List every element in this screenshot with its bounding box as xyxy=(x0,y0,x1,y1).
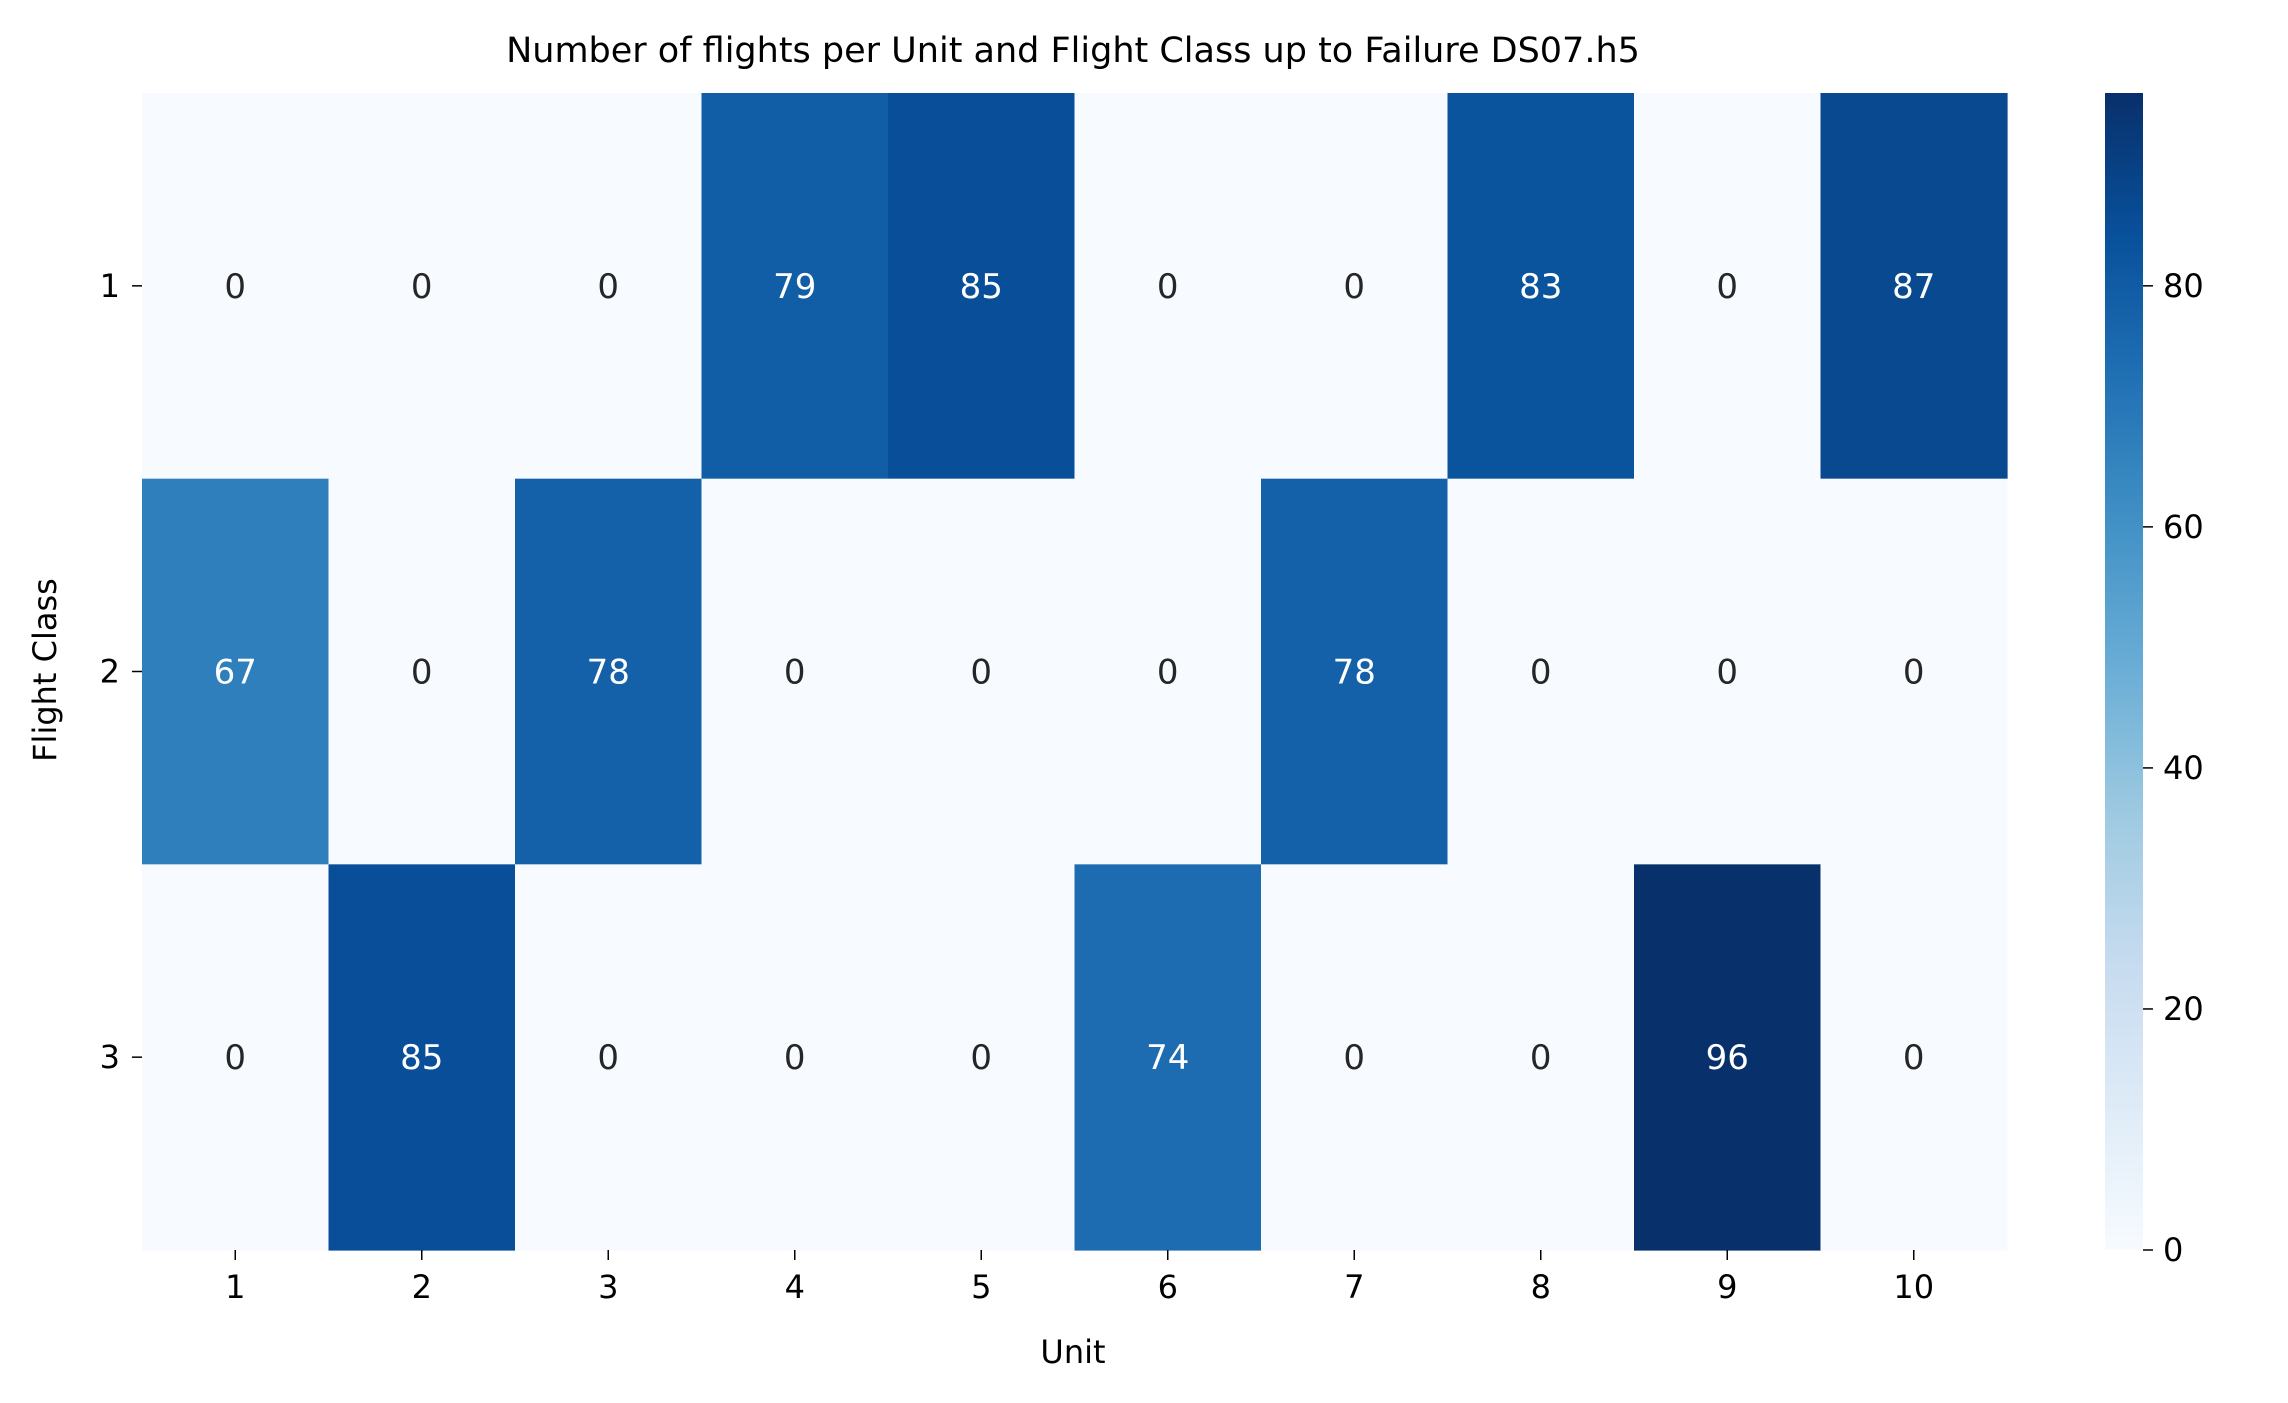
heatmap-cell xyxy=(1634,93,1822,480)
heatmap-cell xyxy=(701,478,889,865)
cell-annotation: 78 xyxy=(587,653,630,693)
cell-annotation: 67 xyxy=(214,653,257,693)
cell-annotation: 85 xyxy=(400,1038,443,1078)
cell-annotation: 79 xyxy=(773,267,816,307)
y-axis-ticks: 1 2 3 xyxy=(100,267,142,1076)
heatmap-cell xyxy=(328,478,516,865)
heatmap-cell xyxy=(1261,478,1449,865)
cell-annotation: 0 xyxy=(1530,653,1552,693)
cell-annotation: 0 xyxy=(1716,653,1738,693)
y-axis-label: Flight Class xyxy=(26,578,64,762)
x-tick-label: 7 xyxy=(1344,1268,1364,1306)
x-tick-label: 10 xyxy=(1893,1268,1934,1306)
cell-annotation: 0 xyxy=(411,267,433,307)
colorbar-tick-label: 20 xyxy=(2163,990,2204,1028)
cell-annotation: 0 xyxy=(1530,1038,1552,1078)
heatmap-cell xyxy=(1074,478,1262,865)
x-tick-label: 5 xyxy=(971,1268,991,1306)
cell-annotation: 0 xyxy=(224,267,246,307)
x-tick-label: 1 xyxy=(225,1268,245,1306)
heatmap-cell xyxy=(1820,93,2008,480)
heatmap-cell xyxy=(1820,478,2008,865)
colorbar-tick-label: 60 xyxy=(2163,508,2204,546)
heatmap-cell xyxy=(515,864,703,1251)
heatmap-cell xyxy=(888,93,1076,480)
heatmap-cell xyxy=(1261,93,1449,480)
cell-annotation: 0 xyxy=(970,1038,992,1078)
cell-annotation: 87 xyxy=(1892,267,1935,307)
cell-annotation: 0 xyxy=(597,1038,619,1078)
cell-annotation: 0 xyxy=(1903,653,1925,693)
cell-annotation: 0 xyxy=(1343,267,1365,307)
cell-annotation: 78 xyxy=(1333,653,1376,693)
x-tick-label: 2 xyxy=(412,1268,432,1306)
heatmap-cell xyxy=(1447,864,1635,1251)
cell-annotation: 0 xyxy=(970,653,992,693)
cell-annotation: 0 xyxy=(1157,267,1179,307)
heatmap-cell xyxy=(888,478,1076,865)
heatmap-cell xyxy=(328,864,516,1251)
cell-annotation: 83 xyxy=(1519,267,1562,307)
heatmap-cell xyxy=(142,864,330,1251)
heatmap-cell xyxy=(701,864,889,1251)
heatmap-cells xyxy=(142,93,2008,1251)
cell-annotation: 0 xyxy=(784,653,806,693)
cell-annotation: 74 xyxy=(1146,1038,1189,1078)
heatmap-cell xyxy=(142,478,330,865)
heatmap-cell xyxy=(701,93,889,480)
x-axis-ticks: 1 2 3 4 5 6 7 8 9 10 xyxy=(225,1250,1934,1306)
cell-annotation: 85 xyxy=(960,267,1003,307)
chart-title: Number of flights per Unit and Flight Cl… xyxy=(506,31,1640,71)
x-tick-label: 6 xyxy=(1158,1268,1178,1306)
heatmap-cell xyxy=(1447,478,1635,865)
cell-annotations: 0 0 0 79 85 0 0 83 0 87 67 0 78 0 0 0 78 0 0 0 0 85 0 0 0 74 0 0 96 0 xyxy=(214,267,1936,1078)
heatmap-cell xyxy=(1634,864,1822,1251)
colorbar-ticks: 0 20 40 60 80 xyxy=(2143,267,2204,1269)
heatmap-cell xyxy=(515,93,703,480)
cell-annotation: 0 xyxy=(1343,1038,1365,1078)
colorbar-tick-label: 40 xyxy=(2163,749,2204,787)
heatmap-cell xyxy=(888,864,1076,1251)
heatmap-cell xyxy=(1447,93,1635,480)
colorbar-tick-label: 80 xyxy=(2163,267,2204,305)
heatmap-cell xyxy=(515,478,703,865)
colorbar-tick-label: 0 xyxy=(2163,1231,2183,1269)
x-tick-label: 8 xyxy=(1531,1268,1551,1306)
heatmap-cell xyxy=(1820,864,2008,1251)
cell-annotation: 0 xyxy=(784,1038,806,1078)
heatmap-cell xyxy=(328,93,516,480)
cell-annotation: 0 xyxy=(224,1038,246,1078)
y-tick-label: 2 xyxy=(100,653,120,691)
heatmap-cell xyxy=(1634,478,1822,865)
x-tick-label: 9 xyxy=(1717,1268,1737,1306)
x-tick-label: 3 xyxy=(598,1268,618,1306)
y-tick-label: 3 xyxy=(100,1038,120,1076)
heatmap-cell xyxy=(142,93,330,480)
x-tick-label: 4 xyxy=(785,1268,805,1306)
x-axis-label: Unit xyxy=(1040,1333,1105,1371)
heatmap-cell xyxy=(1074,93,1262,480)
cell-annotation: 0 xyxy=(1157,653,1179,693)
colorbar xyxy=(2105,93,2143,1250)
cell-annotation: 0 xyxy=(1716,267,1738,307)
heatmap-cell xyxy=(1261,864,1449,1251)
y-tick-label: 1 xyxy=(100,267,120,305)
cell-annotation: 0 xyxy=(411,653,433,693)
cell-annotation: 96 xyxy=(1706,1038,1749,1078)
heatmap-cell xyxy=(1074,864,1262,1251)
cell-annotation: 0 xyxy=(597,267,619,307)
cell-annotation: 0 xyxy=(1903,1038,1925,1078)
